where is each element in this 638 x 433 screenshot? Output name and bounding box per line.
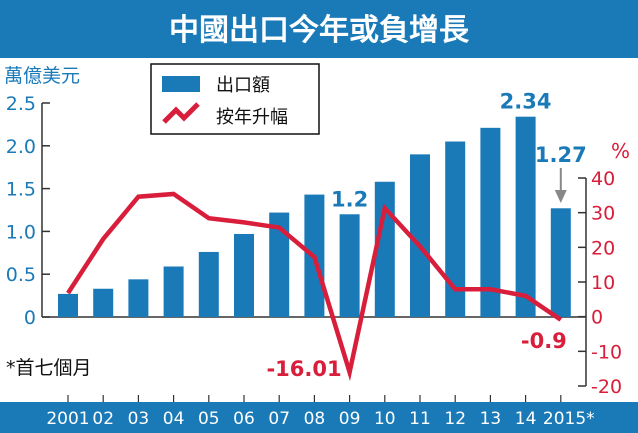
x-axis-tick-label: 12 — [444, 409, 466, 429]
x-axis-tick-label: 11 — [409, 409, 431, 429]
x-axis-ticks: 2001 02 03 04 05 06 07 08 09 10 11 12 13 14 2015* — [46, 395, 595, 429]
x-axis-tick-label: 14 — [515, 409, 537, 429]
data-label: -0.9 — [521, 329, 567, 353]
x-axis-tick-label: 07 — [268, 409, 290, 429]
left-axis-tick-label: 0 — [24, 307, 36, 329]
x-axis-tick-label: 2001 — [46, 409, 89, 429]
bar — [234, 233, 254, 317]
bar — [93, 288, 114, 317]
x-axis-tick-label: 2015* — [543, 409, 595, 429]
bar — [445, 141, 466, 317]
bar — [128, 279, 149, 317]
right-axis-tick-label: 0 — [591, 307, 603, 329]
right-axis-tick-label: 30 — [591, 203, 615, 225]
right-axis: 40 30 20 10 0 -10 -20 — [578, 168, 622, 398]
data-label: -16.01 — [266, 357, 341, 381]
bar — [339, 214, 360, 317]
bar — [58, 293, 78, 317]
right-axis-tick-label: 10 — [591, 272, 615, 294]
left-axis-tick-label: 0.5 — [6, 264, 36, 286]
bar — [269, 212, 290, 317]
right-axis-tick-label: -20 — [591, 376, 622, 398]
annotations: 1.2 2.34 1.27 -16.01 -0.9 — [266, 90, 586, 381]
y2-axis-unit-label: % — [611, 139, 630, 163]
legend-box — [150, 63, 320, 135]
data-label: 2.34 — [500, 90, 552, 114]
x-axis-tick-label: 03 — [128, 409, 150, 429]
bar — [515, 116, 536, 317]
x-axis-tick-label: 10 — [374, 409, 396, 429]
x-axis-tick-label: 02 — [92, 409, 114, 429]
left-axis-tick-label: 1.5 — [6, 179, 36, 201]
legend-line-swatch — [162, 102, 200, 124]
right-axis-tick-label: 40 — [591, 168, 615, 190]
x-axis-tick-label: 13 — [480, 409, 502, 429]
x-axis-band — [0, 402, 638, 433]
y-axis-unit-label: 萬億美元 — [4, 65, 80, 87]
right-axis-tick-label: -10 — [591, 341, 622, 363]
left-axis-tick-label: 1.0 — [6, 221, 36, 243]
legend: 出口額 按年升幅 — [150, 63, 320, 135]
data-label: 1.27 — [535, 143, 587, 167]
bar — [410, 154, 430, 317]
x-axis-tick-label: 04 — [163, 409, 185, 429]
legend-bar-swatch — [162, 76, 200, 92]
line-series — [66, 191, 563, 382]
bar — [163, 266, 184, 317]
bar — [480, 127, 501, 317]
footnote: *首七個月 — [6, 357, 92, 379]
legend-line-label: 按年升幅 — [216, 107, 288, 128]
x-axis-tick-label: 06 — [233, 409, 255, 429]
data-label: 1.2 — [331, 187, 368, 211]
annotation-arrow-head — [554, 190, 567, 203]
x-axis-tick-label: 08 — [304, 409, 326, 429]
chart-title: 中國出口今年或負增長 — [169, 13, 470, 48]
bar — [198, 251, 219, 317]
bar-series — [58, 116, 571, 317]
bar — [550, 208, 571, 317]
x-axis-tick-label: 09 — [339, 409, 361, 429]
title-banner — [0, 0, 638, 58]
left-axis-tick-label: 2.5 — [6, 93, 36, 115]
x-axis-tick-label: 05 — [198, 409, 220, 429]
right-axis-tick-label: 20 — [591, 237, 615, 259]
left-axis-tick-label: 2.0 — [6, 136, 36, 158]
legend-bar-label: 出口額 — [216, 75, 270, 96]
